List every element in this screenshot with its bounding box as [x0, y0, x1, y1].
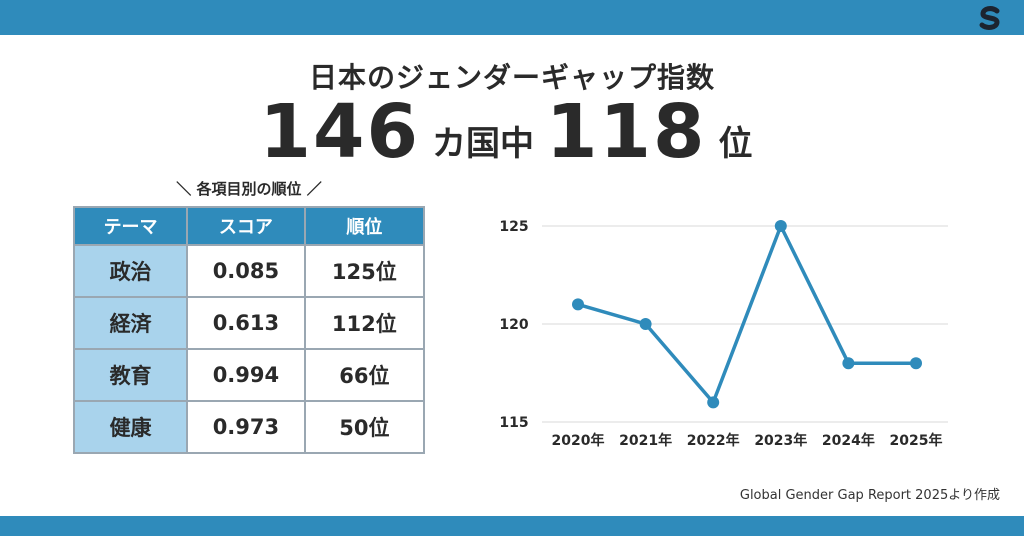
x-tick-label: 2023年 — [754, 432, 807, 449]
data-point — [774, 220, 787, 232]
rank-cell: 66位 — [303, 348, 426, 402]
series-line — [577, 224, 916, 405]
rank-cell: 50位 — [303, 400, 426, 454]
overall-rank: 118 — [546, 89, 707, 175]
x-tick-label: 2022年 — [687, 432, 740, 449]
score-cell: 0.973 — [186, 400, 306, 454]
header-rank: 順位 — [303, 206, 426, 246]
total-suffix: カ国中 — [432, 124, 534, 164]
table-row: 健康 0.973 50位 — [72, 400, 426, 454]
y-tick-label: 125 — [499, 219, 528, 235]
theme-cell: 政治 — [72, 244, 189, 298]
score-cell: 0.613 — [186, 296, 306, 350]
x-tick-label: 2020年 — [552, 432, 605, 449]
score-cell: 0.085 — [186, 244, 306, 298]
table-header-row: テーマ スコア 順位 — [72, 206, 426, 246]
rank-cell: 125位 — [303, 244, 426, 298]
score-cell: 0.994 — [186, 348, 306, 402]
x-tick-label: 2021年 — [619, 432, 672, 449]
total-countries: 146 — [259, 89, 420, 175]
data-point — [910, 357, 922, 370]
data-point — [572, 298, 584, 311]
theme-cell: 経済 — [72, 296, 189, 350]
x-tick-label: 2025年 — [890, 432, 943, 449]
data-point — [639, 318, 652, 330]
x-tick-label: 2024年 — [822, 432, 875, 449]
table-subtitle: ＼ 各項目別の順位 ／ — [176, 180, 322, 198]
theme-cell: 教育 — [72, 348, 189, 402]
table-row: 政治 0.085 125位 — [72, 244, 426, 298]
y-tick-label: 115 — [499, 415, 528, 431]
rank-suffix: 位 — [718, 124, 753, 164]
page-title: 日本のジェンダーギャップ指数 — [308, 61, 715, 94]
header-score: スコア — [186, 206, 306, 246]
table-row: 教育 0.994 66位 — [72, 348, 426, 402]
headline: 146 カ国中 118 位 — [0, 92, 1024, 172]
data-point — [842, 357, 855, 370]
source-note: Global Gender Gap Report 2025より作成 — [739, 488, 1000, 503]
scores-table: テーマ スコア 順位 政治 0.085 125位 経済 0.613 112位 教… — [72, 206, 426, 454]
theme-cell: 健康 — [72, 400, 189, 454]
y-tick-label: 120 — [499, 317, 528, 333]
bottom-bar — [0, 516, 1024, 536]
data-point — [707, 396, 720, 409]
table-row: 経済 0.613 112位 — [72, 296, 426, 350]
rank-cell: 112位 — [303, 296, 426, 350]
top-bar — [0, 0, 1024, 35]
brand-logo-icon — [979, 6, 1000, 30]
rank-line-chart: 115 120 125 2020年 2021年 2022年 2023年 2024年 2025年 — [499, 219, 948, 449]
header-theme: テーマ — [72, 206, 189, 246]
